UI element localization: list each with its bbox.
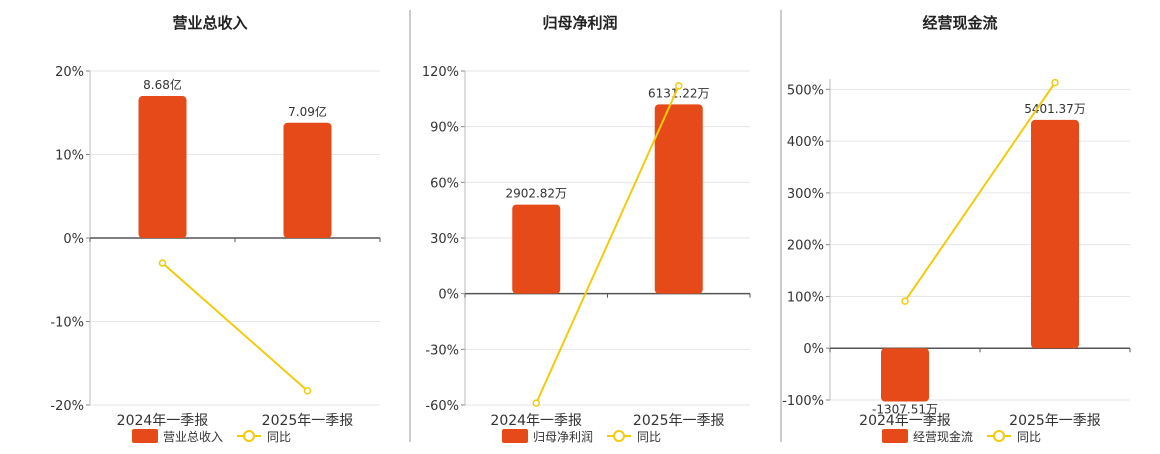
bar-value-label: 8.68亿 [143, 77, 182, 92]
legend-line-label: 同比 [267, 430, 291, 444]
chart-title: 经营现金流 [922, 14, 997, 32]
x-category-label: 2024年一季报 [117, 413, 209, 429]
legend-bar-swatch [132, 429, 158, 443]
yoy-point [675, 82, 683, 90]
bar [654, 104, 703, 294]
yoy-point [1051, 78, 1059, 87]
y-tick-label: 120% [422, 65, 459, 80]
legend-bar-label: 经营现金流 [913, 429, 973, 444]
x-category-label: 2025年一季报 [1009, 413, 1101, 429]
x-category-label: 2024年一季报 [490, 413, 582, 429]
bar-value-label: 6131.22万 [648, 86, 710, 100]
chart-title: 归母净利润 [542, 14, 617, 32]
yoy-point [901, 297, 909, 305]
legend-bar-label: 营业总收入 [163, 430, 223, 444]
bar [881, 348, 929, 402]
legend-line-marker [243, 430, 255, 442]
bar [138, 96, 187, 238]
legend-bar-label: 归母净利润 [533, 430, 593, 444]
y-tick-label: 0% [63, 232, 84, 247]
legend-bar-swatch [502, 429, 528, 443]
bar-value-label: 2902.82万 [505, 187, 567, 201]
yoy-point [303, 387, 312, 395]
chart-title: 营业总收入 [172, 14, 247, 32]
y-tick-label: 100% [787, 290, 824, 305]
y-tick-label: 0% [803, 342, 824, 357]
x-category-label: 2025年一季报 [262, 413, 354, 429]
y-tick-label: 30% [430, 232, 459, 247]
y-tick-label: 0% [438, 288, 459, 303]
bar [512, 204, 561, 294]
bar-value-label: 7.09亿 [288, 104, 327, 119]
y-tick-label: -20% [50, 399, 84, 414]
y-tick-label: -30% [425, 343, 459, 358]
bar [1031, 119, 1079, 349]
legend-line-label: 同比 [637, 430, 661, 444]
y-tick-label: 20% [55, 65, 84, 80]
yoy-point [158, 259, 167, 267]
legend-line-label: 同比 [1017, 430, 1041, 444]
bar [283, 122, 332, 238]
y-tick-label: 60% [430, 176, 459, 191]
yoy-point [532, 399, 540, 407]
legend-line-marker [613, 430, 625, 442]
y-tick-label: 400% [787, 135, 824, 150]
y-tick-label: 200% [787, 239, 824, 254]
y-tick-label: 300% [787, 187, 824, 202]
x-category-label: 2024年一季报 [859, 413, 951, 429]
yoy-line [904, 82, 1056, 302]
legend-line-marker [993, 430, 1005, 442]
y-tick-label: 500% [787, 83, 824, 98]
yoy-line [535, 85, 680, 404]
x-category-label: 2025年一季报 [633, 413, 725, 429]
y-tick-label: -100% [782, 394, 824, 409]
bar-value-label: -1307.51万 [872, 403, 938, 417]
yoy-line [161, 262, 309, 392]
y-tick-label: -10% [50, 316, 84, 331]
y-tick-label: -60% [425, 399, 459, 414]
legend-bar-swatch [882, 429, 908, 443]
y-tick-label: 90% [430, 121, 459, 136]
y-tick-label: 10% [55, 149, 84, 164]
